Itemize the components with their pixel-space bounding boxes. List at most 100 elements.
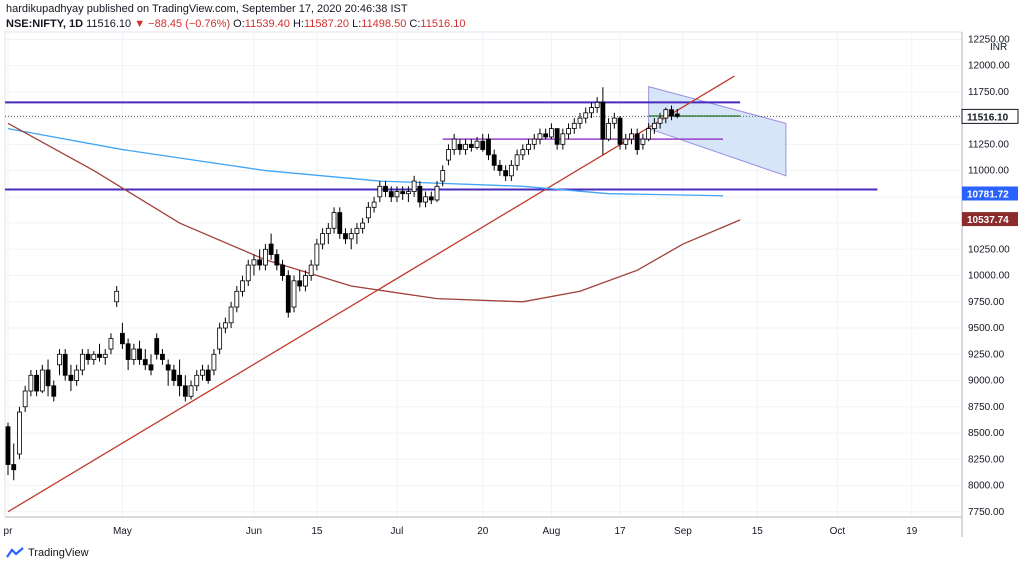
x-tick-label: 15 bbox=[311, 526, 323, 537]
candle-body bbox=[85, 353, 91, 360]
time-axis[interactable]: pr May Jun 15 Jul 20 Aug 17 Sep 15 Oct 19 bbox=[4, 516, 962, 537]
candle-body bbox=[594, 101, 600, 108]
candle-body bbox=[583, 112, 589, 119]
candle-body bbox=[177, 374, 183, 387]
candle-body bbox=[74, 369, 80, 381]
candle-body bbox=[611, 117, 617, 124]
candle-body bbox=[474, 140, 480, 148]
candle-body bbox=[194, 374, 200, 387]
candle-body bbox=[600, 101, 606, 140]
y-tick-label: 11000.00 bbox=[968, 166, 1009, 177]
symbol-ohlc-bar: NSE:NIFTY, 1D 11516.10 ▼ −88.45 (−0.76%)… bbox=[6, 18, 465, 30]
candle-body bbox=[663, 109, 669, 119]
candle-body bbox=[360, 222, 366, 229]
symbol-label[interactable]: NSE:NIFTY, 1D bbox=[6, 18, 84, 30]
candle-body bbox=[394, 191, 400, 198]
candle-body bbox=[463, 143, 469, 150]
price-tags: 11516.10 10781.72 10537.74 bbox=[961, 108, 1019, 227]
candle-body bbox=[571, 122, 577, 129]
candle-body bbox=[142, 359, 148, 366]
price-tag-label: 10537.74 bbox=[967, 215, 1009, 226]
y-tick-label: 10000.00 bbox=[968, 271, 1010, 282]
candle-body bbox=[674, 113, 680, 117]
candle-body bbox=[240, 280, 245, 292]
candle-body bbox=[560, 133, 566, 145]
candle-body bbox=[468, 143, 474, 148]
candle-body bbox=[451, 138, 457, 150]
candle-body bbox=[331, 212, 337, 229]
candle-body bbox=[165, 364, 171, 371]
candle-body bbox=[423, 196, 428, 203]
y-tick-label: 9750.00 bbox=[968, 297, 1005, 308]
x-tick-label: 15 bbox=[752, 526, 764, 537]
change-value: ▼ −88.45 (−0.76%) bbox=[134, 18, 231, 30]
candle-body bbox=[222, 322, 228, 329]
candle-body bbox=[537, 133, 543, 140]
trendline bbox=[7, 75, 735, 513]
candle-body bbox=[457, 143, 463, 150]
candle-body bbox=[411, 180, 417, 192]
candle-body bbox=[405, 191, 411, 195]
candle-body bbox=[486, 138, 491, 156]
x-tick-label: Jun bbox=[246, 526, 262, 537]
open-value: 11539.40 bbox=[244, 18, 290, 30]
publish-info: hardikupadhyay published on TradingView.… bbox=[6, 3, 408, 15]
candle-body bbox=[91, 353, 97, 360]
y-tick-label: 11750.00 bbox=[968, 87, 1009, 98]
candle-body bbox=[285, 275, 291, 313]
high-label: H: bbox=[292, 18, 304, 30]
y-tick-label: 8500.00 bbox=[968, 428, 1005, 439]
candle-body bbox=[22, 390, 28, 408]
candle-body bbox=[503, 170, 509, 177]
candle-body bbox=[245, 264, 251, 282]
candle-body bbox=[108, 338, 114, 350]
low-value: 11498.50 bbox=[361, 18, 407, 30]
candle-body bbox=[51, 385, 57, 397]
y-tick-label: 8000.00 bbox=[968, 481, 1005, 492]
candle-body bbox=[28, 374, 34, 392]
candle-body bbox=[297, 280, 303, 287]
y-tick-label: 9000.00 bbox=[968, 376, 1005, 387]
candle-body bbox=[606, 122, 611, 140]
candle-body bbox=[160, 353, 165, 360]
x-tick-label: May bbox=[113, 526, 132, 537]
candle-body bbox=[348, 233, 354, 240]
tradingview-footer[interactable]: TradingView bbox=[6, 547, 89, 559]
candle-body bbox=[97, 353, 102, 358]
candle-body bbox=[17, 411, 22, 455]
y-tick-label: 12000.00 bbox=[968, 61, 1010, 72]
candle-body bbox=[629, 133, 634, 140]
drawings[interactable] bbox=[5, 75, 962, 513]
y-tick-label: 12250.00 bbox=[968, 34, 1010, 45]
candle-body bbox=[566, 128, 571, 135]
y-tick-label: 9250.00 bbox=[968, 349, 1005, 360]
tradingview-brand: TradingView bbox=[28, 547, 89, 559]
x-tick-label: Oct bbox=[830, 526, 846, 537]
candle-body bbox=[400, 191, 406, 195]
candle-body bbox=[308, 264, 314, 276]
candle-body bbox=[228, 306, 234, 324]
price-tag-current bbox=[961, 108, 1019, 124]
y-tick-label: 11250.00 bbox=[968, 139, 1009, 150]
candle-body bbox=[148, 364, 154, 371]
price-tag-ma_red bbox=[962, 212, 1018, 227]
candle-body bbox=[491, 154, 497, 166]
candle-body bbox=[417, 185, 423, 203]
candle-body bbox=[377, 185, 383, 198]
candle-body bbox=[200, 369, 205, 376]
y-tick-label: 8750.00 bbox=[968, 402, 1005, 413]
candle-body bbox=[262, 248, 268, 266]
x-tick-label: 17 bbox=[614, 526, 626, 537]
price-tag-ma_blue bbox=[962, 186, 1018, 201]
candle-body bbox=[205, 369, 211, 381]
candles[interactable] bbox=[5, 87, 680, 481]
parallel-channel bbox=[648, 85, 787, 177]
candle-body bbox=[62, 353, 68, 376]
price-axis[interactable]: 12250.0012000.0011750.0011500.0011250.00… bbox=[961, 32, 1010, 537]
candle-body bbox=[114, 290, 120, 303]
last-price: 11516.10 bbox=[86, 18, 132, 30]
candle-body bbox=[549, 128, 554, 138]
candle-body bbox=[234, 290, 240, 308]
candle-body bbox=[79, 353, 85, 371]
